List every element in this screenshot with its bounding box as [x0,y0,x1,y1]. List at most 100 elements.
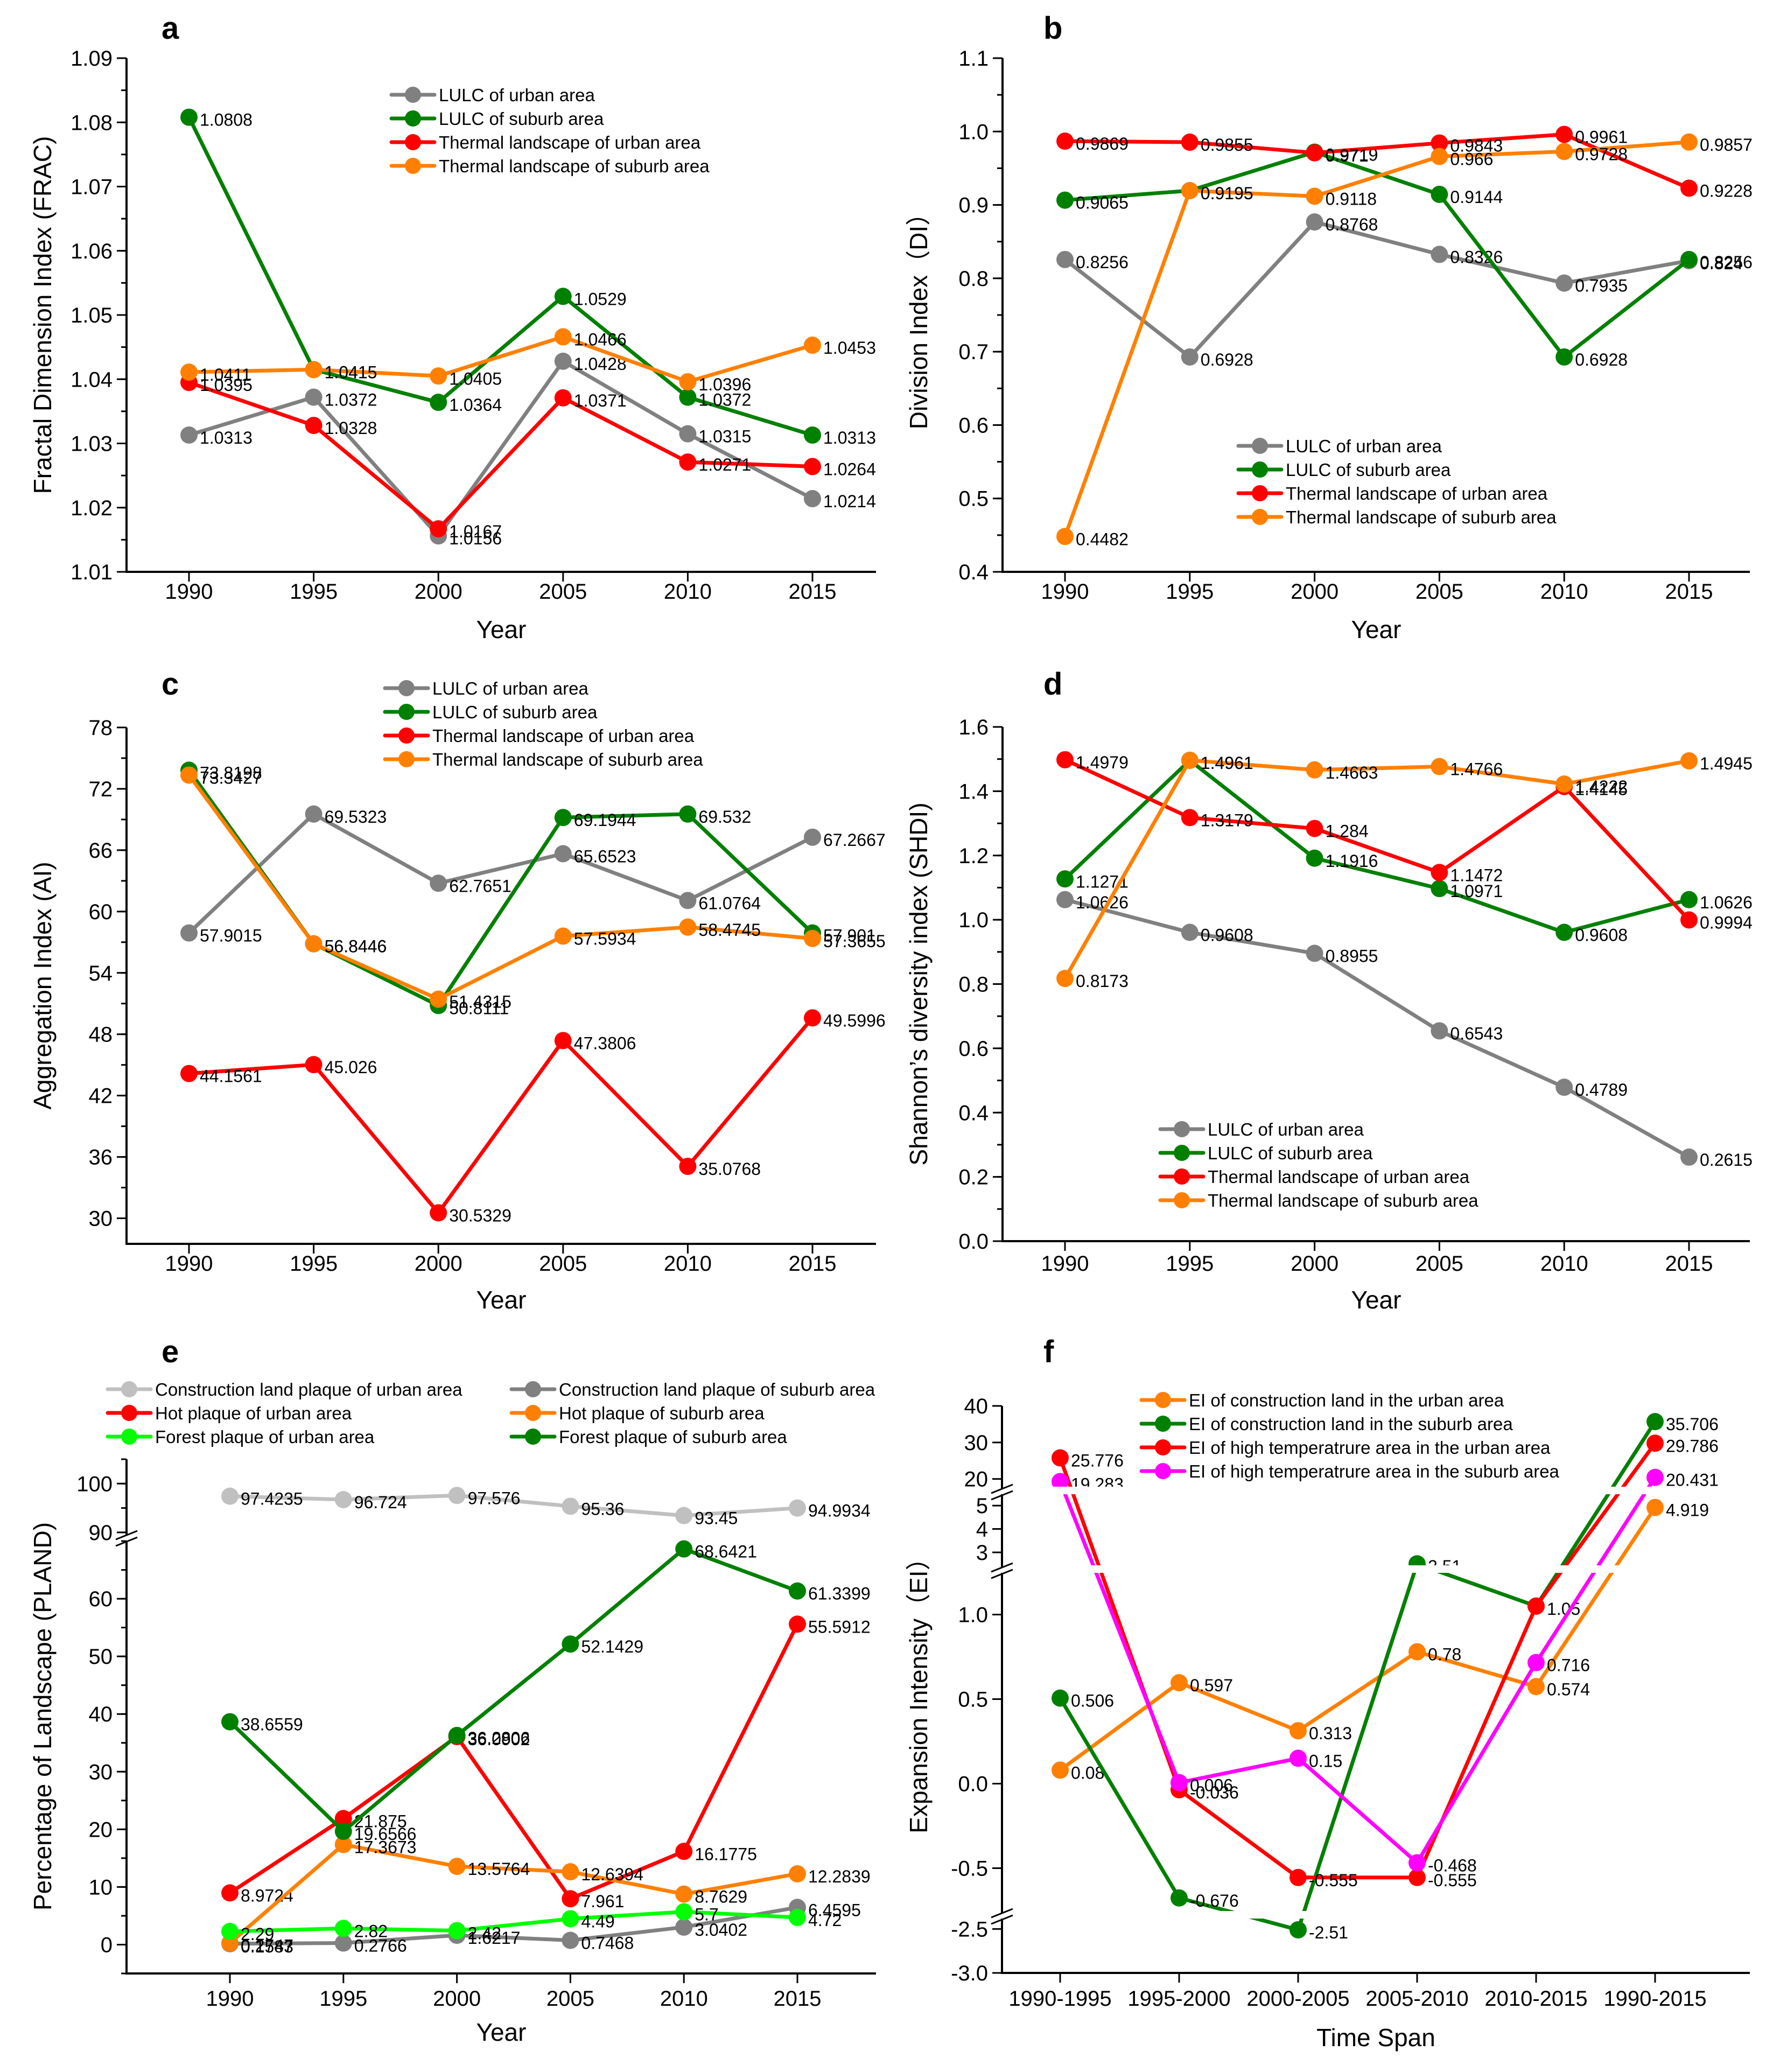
data-point [789,1908,806,1926]
legend-item: EI of construction land in the suburb ar… [1139,1414,1513,1434]
data-point [679,388,697,406]
x-tick-label: 1990 [165,1252,213,1276]
data-label: -0.468 [1428,1856,1477,1875]
x-tick-label: 2005 [539,580,587,604]
x-tick-label: 1995 [290,580,338,604]
data-point [221,1884,239,1902]
data-point [554,809,572,827]
data-point [1181,752,1199,769]
data-label: 8.7629 [695,1887,747,1907]
series-line-segment [1063,758,1192,981]
data-label: 94.9934 [808,1501,871,1521]
series-line-segment [682,1547,800,1593]
legend-marker-icon [398,680,415,696]
y-tick-label: 1.06 [71,240,113,263]
data-label: 69.1944 [574,810,636,830]
y-tick-label: 72 [89,778,113,801]
data-label: 35.0768 [698,1159,761,1179]
data-point [1056,132,1074,150]
data-label: 1.4222 [1575,777,1628,796]
data-label: 1.0313 [823,428,876,447]
series-line-segment [1534,1506,1657,1689]
series-line-segment [1562,258,1691,285]
y-tick-label: 1.04 [71,368,113,391]
series-line-segment [568,1870,686,1896]
data-point [1555,1079,1573,1096]
y-tick-label: 36 [89,1146,113,1170]
series-line-segment [312,812,440,885]
legend-marker-icon [398,704,415,720]
data-point [562,1863,579,1881]
data-label: 1.4979 [1076,753,1129,772]
data-point [562,1931,579,1949]
y-tick-label: 1.01 [71,561,113,584]
data-label: 69.532 [698,807,751,827]
y-tick-label: 0.5 [958,487,989,511]
data-label: 0.2747 [241,1936,293,1956]
panel-letter: a [162,11,179,46]
data-point [1680,752,1698,769]
x-tick-label: 2000 [415,1252,462,1276]
legend: LULC of urban area LULC of suburb area The… [389,85,710,176]
data-label: 0.9065 [1076,193,1129,213]
series-line-segment [187,773,316,946]
data-point [675,1507,693,1524]
x-tick-label: 2010 [1540,580,1588,604]
series-line-segment [561,359,690,436]
y-tick-label: -3.0 [951,1962,988,1985]
series-line-segment [1188,140,1317,155]
data-label: 0.9855 [1201,135,1253,155]
y-tick-label: 0.7 [958,340,989,364]
axis-break-mark [991,1914,1013,1925]
series-line-segment [228,1941,346,1946]
data-label: -0.676 [1190,1891,1239,1910]
data-label: 45.026 [325,1058,377,1077]
data-point [675,1885,693,1903]
data-point [554,288,572,305]
data-point [1181,181,1199,199]
data-point [675,1540,693,1558]
data-label: 0.824 [1700,254,1743,273]
legend-marker-icon [121,1405,137,1421]
legend-marker-icon [1155,1392,1171,1408]
x-tick-label: 2015 [1665,580,1713,604]
data-label: 58.4745 [698,920,761,940]
series-line-segment [685,343,815,384]
data-label: 97.4235 [241,1489,303,1509]
data-point [305,935,323,953]
legend-item: Thermal landscape of suburb area [1158,1191,1478,1210]
legend-label: Construction land plaque of suburb area [559,1380,875,1399]
legend-item: Forest plaque of urban area [106,1427,375,1447]
data-point [562,1890,579,1908]
data-label: 1.3179 [1201,810,1253,830]
data-point [334,1836,352,1853]
legend-label: LULC of suburb area [439,109,604,129]
y-tick-label: 0.4 [958,1101,989,1125]
data-point [1680,179,1698,197]
legend-marker-icon [1252,509,1268,525]
data-point [1306,820,1323,837]
data-label: 73.3427 [200,768,262,787]
series-line-segment [455,1864,572,1874]
series-forest-plaque-of-suburb-area: 38.6559 19.6566 36.2806 52.1429 68.6421 61.33… [221,1540,871,1844]
data-label: 0.597 [1190,1676,1233,1695]
data-point [430,520,447,538]
data-label: 1.0453 [823,338,876,358]
legend-marker-icon [1174,1145,1190,1161]
data-label: 2.42 [468,1924,501,1943]
y-axis-title: Shannon’s diversity index (SHDI) [905,802,933,1165]
legend-label: Forest plaque of urban area [155,1427,375,1447]
data-point [675,1903,693,1921]
series-thermal-landscape-of-suburb-area: 0.4482 0.9195 0.9118 0.966 0.9728 0.9857 [1056,133,1753,549]
axes: 1990 1995 2000 2005 2010 2015 1.01 1.02 1.03 1.04… [71,47,876,604]
data-point [1431,880,1448,898]
panel-letter: b [1043,11,1062,46]
x-tick-label: 2000-2005 [1246,1987,1349,2011]
data-label: 0.2615 [1700,1150,1753,1170]
data-point [430,394,447,411]
y-tick-label: 1.2 [958,844,989,868]
legend-label: Thermal landscape of urban area [1208,1167,1470,1187]
x-tick-label: 2015 [1665,1252,1713,1276]
legend-label: Hot plaque of urban area [155,1403,352,1423]
y-tick-label: 100 [76,1472,113,1496]
